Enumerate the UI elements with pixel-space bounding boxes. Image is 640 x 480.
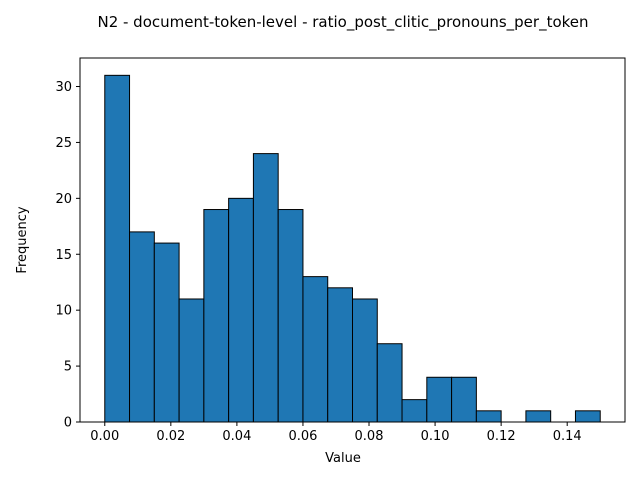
histogram-bar [104,74,131,423]
x-tick-label: 0.06 [288,429,317,444]
y-tick-label: 10 [55,304,72,319]
histogram-bar [352,298,378,423]
y-axis-ticks: 0 5 10 15 20 25 30 [55,80,80,431]
x-tick-label: 0.14 [553,429,582,444]
histogram-bar [574,410,601,423]
x-tick-label: 0.08 [355,429,384,444]
plot-frame [79,57,626,423]
histogram-bar [451,376,477,423]
x-axis-label: Value [325,451,361,466]
bars-group [104,74,601,423]
x-tick-label: 0.10 [421,429,450,444]
histogram-bar [178,298,205,423]
histogram-bar [153,242,180,423]
histogram-bar [327,287,353,423]
histogram-bar [252,153,279,423]
y-tick-label: 0 [64,416,72,431]
histogram-bar [525,410,552,423]
x-tick-label: 0.00 [90,429,119,444]
y-tick-label: 30 [55,80,72,95]
histogram-bar [401,399,428,423]
y-tick-label: 20 [55,192,72,207]
histogram-bar [228,197,254,423]
histogram-bar [376,343,403,423]
x-tick-label: 0.04 [222,429,251,444]
x-tick-label: 0.02 [156,429,185,444]
histogram-bar [426,376,453,423]
histogram-bar [475,410,502,423]
y-tick-label: 5 [64,360,72,375]
x-axis-ticks: 0.00 0.02 0.04 0.06 0.08 0.10 0.12 0.14 [90,422,582,444]
histogram-bar [277,209,304,423]
histogram-bar [302,276,329,423]
y-axis-label: Frequency [15,206,30,273]
y-tick-label: 25 [55,136,72,151]
histogram-bar [129,231,155,423]
histogram-bar [203,209,230,423]
y-tick-label: 15 [55,248,72,263]
chart-title: N2 - document-token-level - ratio_post_c… [97,13,588,32]
x-tick-label: 0.12 [487,429,516,444]
